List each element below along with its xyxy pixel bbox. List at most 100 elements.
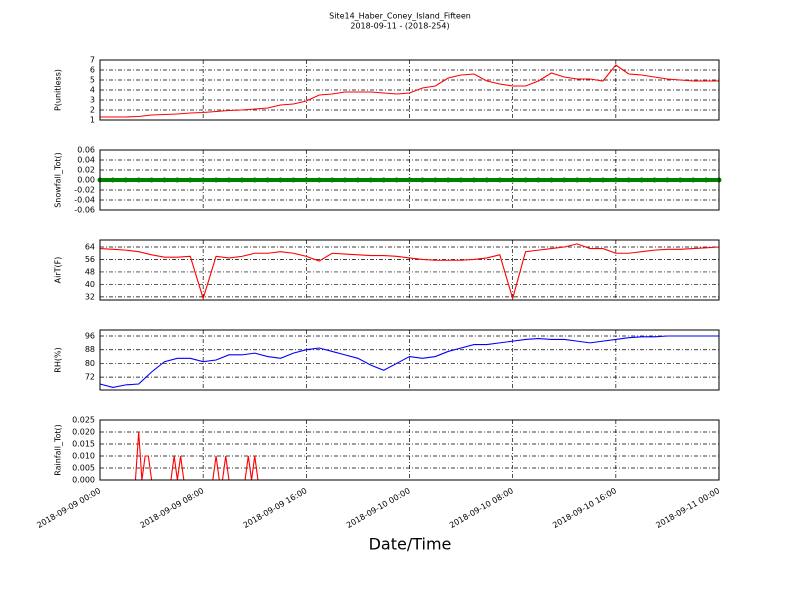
y-tick-label: 48 bbox=[85, 267, 95, 276]
y-tick-label: 0.00 bbox=[77, 176, 95, 185]
data-point bbox=[303, 177, 309, 183]
data-point bbox=[381, 177, 387, 183]
x-tick-label: 2018-09-10 16:00 bbox=[551, 486, 618, 530]
data-point bbox=[613, 177, 619, 183]
x-tick-label: 2018-09-10 00:00 bbox=[345, 486, 412, 530]
y-tick-label: 0.020 bbox=[72, 428, 95, 437]
y-tick-label: 80 bbox=[85, 359, 95, 368]
plot-frame bbox=[99, 149, 720, 211]
data-point bbox=[161, 177, 167, 183]
data-point bbox=[690, 177, 696, 183]
data-point bbox=[419, 177, 425, 183]
y-tick-label: 3 bbox=[90, 96, 95, 105]
data-point bbox=[703, 177, 709, 183]
y-tick-label: 0.04 bbox=[77, 156, 95, 165]
y-axis-label: Snowfall_Tot() bbox=[54, 152, 63, 208]
data-line bbox=[100, 64, 719, 118]
data-point bbox=[510, 177, 516, 183]
data-point bbox=[123, 177, 129, 183]
data-point bbox=[239, 177, 245, 183]
data-point bbox=[600, 177, 606, 183]
data-point bbox=[471, 177, 477, 183]
data-point bbox=[226, 177, 232, 183]
data-point bbox=[458, 177, 464, 183]
y-tick-label: -0.02 bbox=[74, 186, 95, 195]
data-point bbox=[407, 177, 412, 183]
y-tick-label: 88 bbox=[85, 345, 95, 354]
y-tick-label: 2 bbox=[90, 106, 95, 115]
y-tick-label: 0.02 bbox=[77, 166, 95, 175]
data-point bbox=[626, 177, 632, 183]
plot-frame bbox=[99, 329, 720, 391]
y-axis-label: RH(%) bbox=[54, 347, 63, 372]
data-point bbox=[368, 177, 374, 183]
y-tick-label: 72 bbox=[85, 373, 95, 382]
data-point bbox=[110, 177, 116, 183]
data-point bbox=[394, 177, 400, 183]
x-tick-label: 2018-09-11 00:00 bbox=[654, 486, 721, 530]
data-point bbox=[187, 177, 193, 183]
data-point bbox=[561, 177, 567, 183]
data-point bbox=[355, 177, 361, 183]
data-point bbox=[639, 177, 645, 183]
y-tick-label: 96 bbox=[85, 332, 95, 341]
data-point bbox=[174, 177, 180, 183]
y-tick-label: 4 bbox=[90, 86, 95, 95]
data-point bbox=[497, 177, 503, 183]
data-point bbox=[329, 177, 335, 183]
data-point bbox=[290, 177, 296, 183]
chart-subtitle: 2018-09-11 - (2018-254) bbox=[350, 22, 449, 31]
y-tick-label: -0.04 bbox=[74, 196, 95, 205]
y-tick-label: 0.010 bbox=[72, 452, 95, 461]
y-tick-label: 32 bbox=[85, 292, 95, 301]
y-tick-label: 0.000 bbox=[72, 476, 95, 485]
x-tick-label: 2018-09-10 08:00 bbox=[448, 486, 515, 530]
y-axis-label: Rainfall_Tot() bbox=[54, 424, 63, 476]
y-tick-label: 40 bbox=[85, 280, 95, 289]
data-point bbox=[265, 177, 271, 183]
data-point bbox=[548, 177, 554, 183]
data-point bbox=[200, 177, 206, 183]
data-point bbox=[677, 177, 683, 183]
data-point bbox=[523, 177, 529, 183]
data-point bbox=[316, 177, 322, 183]
x-axis-label: Date/Time bbox=[369, 535, 452, 554]
y-tick-label: 0.025 bbox=[72, 416, 95, 425]
plot-frame bbox=[99, 59, 720, 121]
data-point bbox=[252, 177, 258, 183]
y-axis-label: AirT(F) bbox=[54, 257, 63, 284]
data-point bbox=[342, 177, 348, 183]
y-tick-label: 7 bbox=[90, 56, 95, 65]
y-tick-label: -0.06 bbox=[74, 206, 95, 215]
data-point bbox=[149, 177, 155, 183]
y-tick-label: 0.015 bbox=[72, 440, 95, 449]
chart-title: Site14_Haber_Coney_Island_Fifteen bbox=[329, 12, 471, 21]
x-tick-label: 2018-09-09 00:00 bbox=[35, 486, 102, 530]
y-tick-label: 6 bbox=[90, 66, 95, 75]
x-tick-label: 2018-09-09 16:00 bbox=[242, 486, 309, 530]
y-tick-label: 0.06 bbox=[77, 146, 95, 155]
data-point bbox=[213, 177, 219, 183]
y-tick-label: 56 bbox=[85, 255, 95, 264]
data-point bbox=[432, 177, 438, 183]
data-point bbox=[664, 177, 670, 183]
data-point bbox=[445, 177, 451, 183]
data-point bbox=[652, 177, 658, 183]
y-axis-label: P(unitless) bbox=[54, 69, 63, 111]
data-line bbox=[99, 243, 720, 301]
y-tick-label: 64 bbox=[85, 243, 95, 252]
data-point bbox=[136, 177, 142, 183]
data-point bbox=[535, 177, 541, 183]
data-point bbox=[278, 177, 284, 183]
y-tick-label: 1 bbox=[90, 116, 95, 125]
plot-frame bbox=[99, 239, 720, 301]
x-tick-label: 2018-09-09 08:00 bbox=[138, 486, 205, 530]
y-tick-label: 5 bbox=[90, 76, 95, 85]
y-tick-label: 0.005 bbox=[72, 464, 95, 473]
plot-frame bbox=[99, 419, 720, 481]
data-line bbox=[99, 335, 719, 388]
data-point bbox=[574, 177, 580, 183]
data-point bbox=[484, 177, 490, 183]
data-point bbox=[587, 177, 593, 183]
